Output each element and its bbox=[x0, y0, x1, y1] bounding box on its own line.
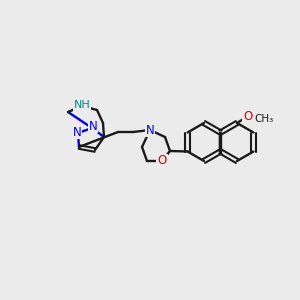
Text: N: N bbox=[73, 125, 81, 139]
Text: CH₃: CH₃ bbox=[254, 114, 274, 124]
Text: N: N bbox=[146, 124, 154, 136]
Text: O: O bbox=[158, 154, 166, 167]
Text: O: O bbox=[243, 110, 253, 122]
Text: N: N bbox=[88, 119, 98, 133]
Text: NH: NH bbox=[74, 100, 90, 110]
